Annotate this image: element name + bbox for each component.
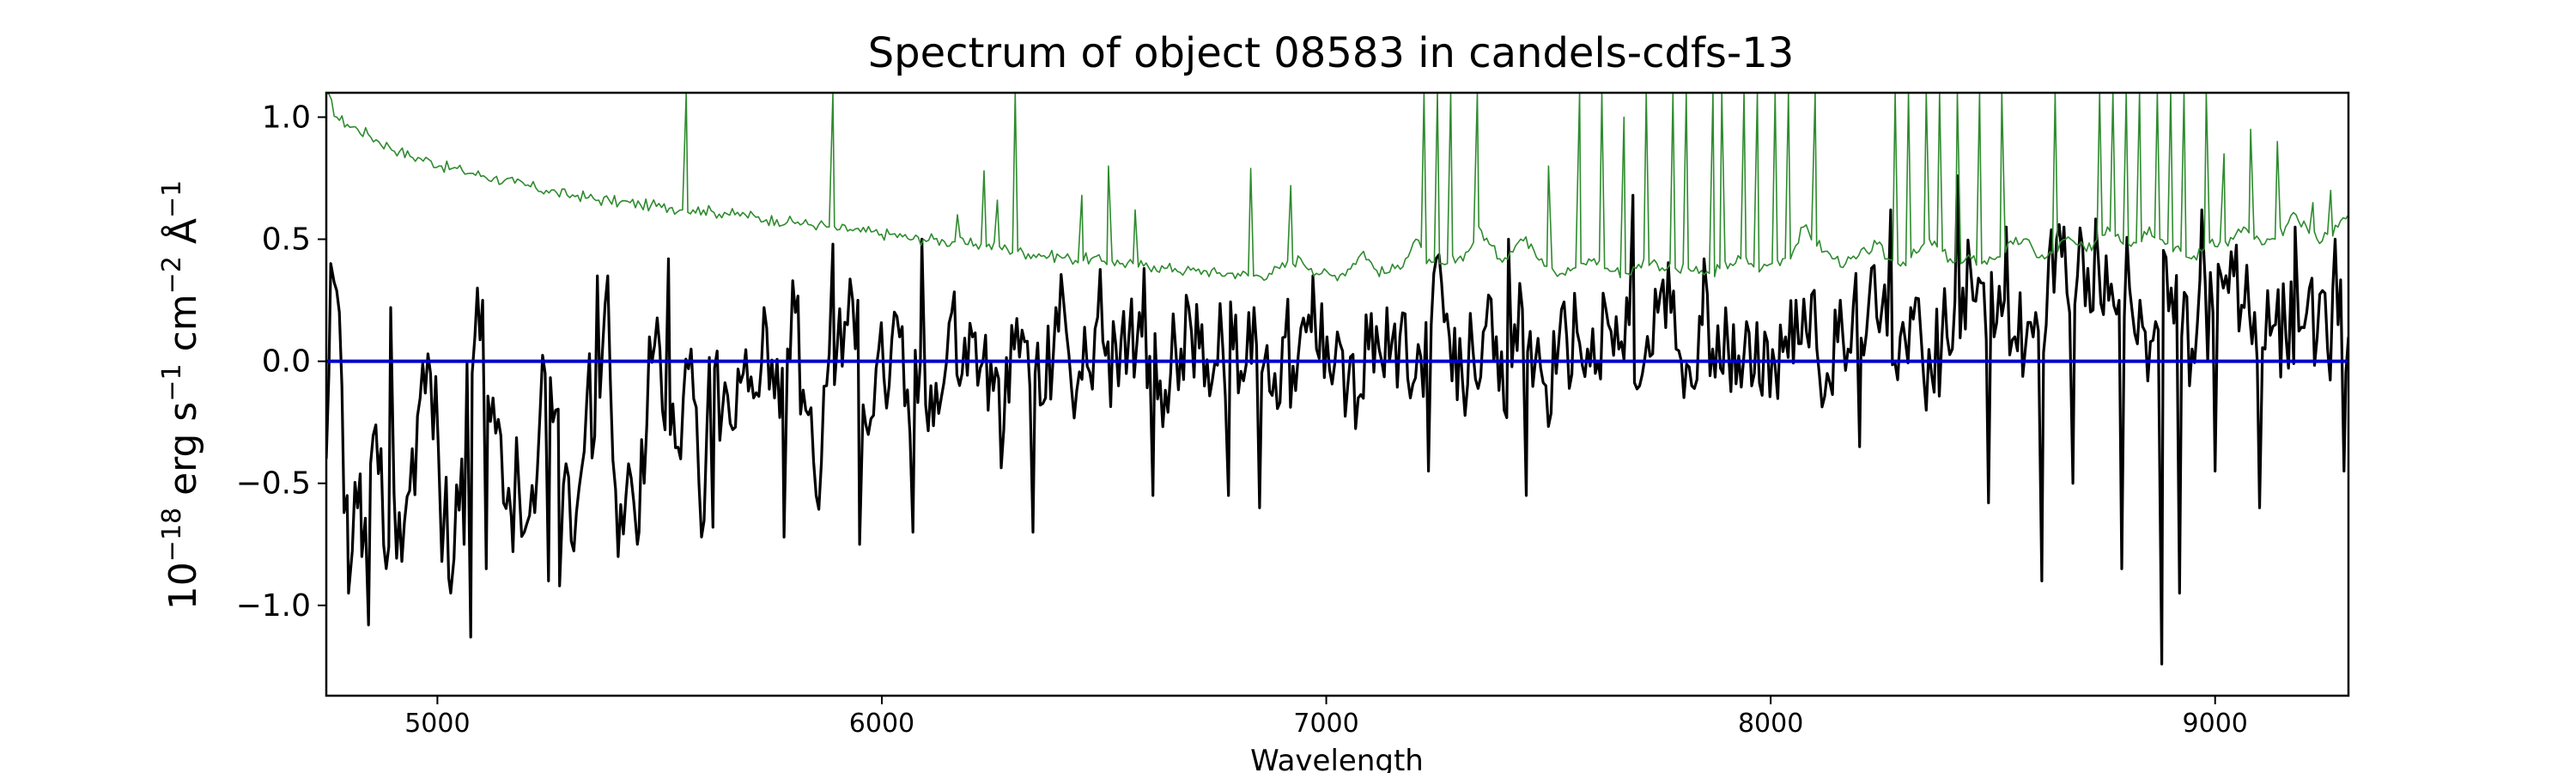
error-spectrum-line — [326, 93, 2348, 282]
y-axis-ticks: −1.0 −0.5 0.0 0.5 1.0 — [236, 100, 326, 624]
y-tick-label: −0.5 — [236, 466, 311, 502]
plot-area — [325, 91, 2350, 697]
plot-frame — [325, 91, 2350, 697]
x-axis-label: Wavelength — [1250, 744, 1424, 773]
x-tick-label: 9000 — [2183, 709, 2248, 739]
x-tick-label: 7000 — [1293, 709, 1358, 739]
x-tick-label: 8000 — [1738, 709, 1803, 739]
y-label-exp: −18 — [157, 508, 187, 562]
flux-spectrum-line — [326, 174, 2348, 666]
y-tick-label: 1.0 — [262, 100, 311, 135]
y-label-cm: cm — [161, 294, 205, 363]
y-tick-label: 0.0 — [262, 344, 311, 380]
y-label-ang-exp: −1 — [157, 180, 187, 218]
y-tick-label: −1.0 — [236, 588, 311, 624]
y-label-s-exp: −1 — [157, 363, 187, 401]
x-tick-label: 6000 — [849, 709, 914, 739]
series-layer — [326, 93, 2348, 666]
x-tick-label: 5000 — [404, 709, 470, 739]
y-label-cm-exp: −2 — [157, 256, 187, 294]
x-axis-ticks: 5000 6000 7000 8000 9000 — [404, 696, 2248, 739]
y-label-ang: Å — [160, 218, 205, 256]
chart-title: Spectrum of object 08583 in candels-cdfs… — [868, 29, 1795, 77]
y-axis-label: 10−18 erg s−1 cm−2 Å−1 — [157, 180, 205, 610]
y-label-base: 10 — [161, 562, 205, 610]
y-tick-label: 0.5 — [262, 222, 311, 258]
y-label-erg: erg s — [161, 402, 205, 508]
